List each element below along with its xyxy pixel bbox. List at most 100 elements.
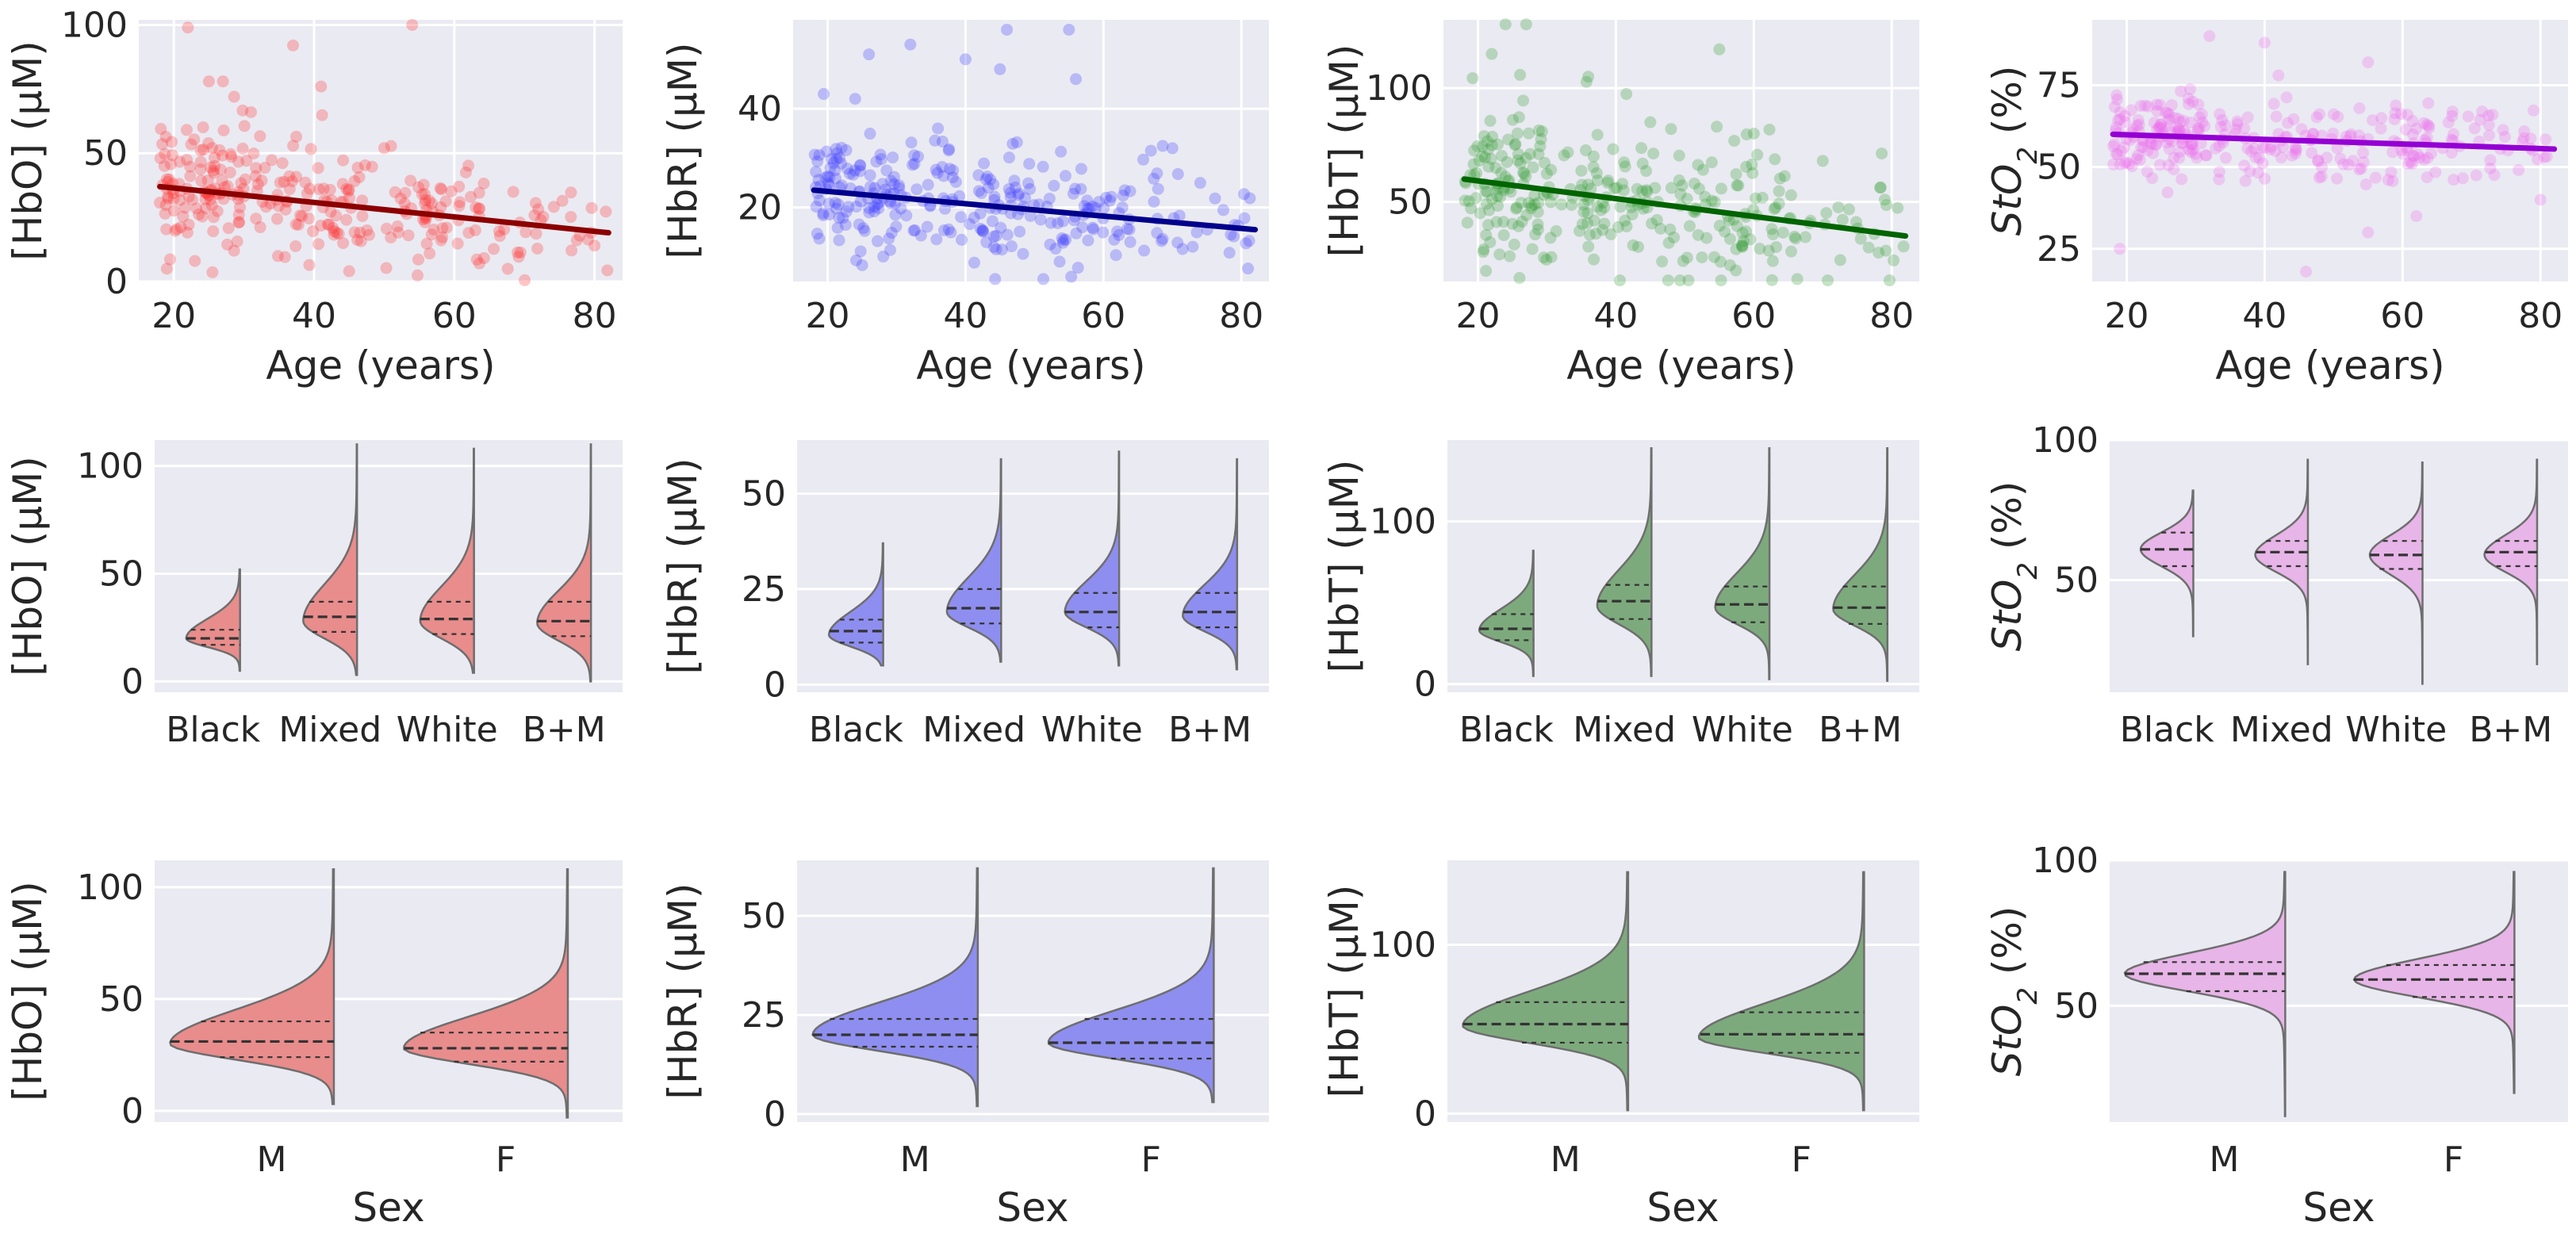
scatter-point [216,174,228,187]
scatter-point [1577,198,1590,211]
scatter-point [519,226,532,239]
scatter-point [1481,186,1493,198]
scatter-point [158,159,171,172]
scatter-point [2152,121,2165,134]
scatter-point [160,262,173,275]
scatter-point [808,148,821,161]
scatter-point [2413,151,2426,164]
scatter-point [1608,182,1621,194]
scatter-point [2133,118,2145,131]
scatter-point [2160,136,2173,149]
scatter-point [2165,99,2178,112]
scatter-point [2446,105,2459,118]
panel-hbr-sex-ylabel: [HbR] (μM) [660,883,706,1100]
panel-hbr-age-ticks: 20 40 20 40 60 80 [738,89,1263,336]
scatter-point [987,178,1000,190]
scatter-point [208,167,220,179]
panel-hbo-age-marks [154,18,614,286]
panel-hbo-ethnicity-bg [155,440,623,692]
scatter-point [1499,18,1512,31]
scatter-point [323,218,335,231]
scatter-point [2476,105,2489,118]
scatter-point [2390,99,2402,112]
scatter-point [1765,274,1778,286]
scatter-point [283,182,296,195]
scatter-point [2184,117,2197,129]
ytick-label: 25 [742,569,786,610]
scatter-point [1532,197,1545,209]
scatter-point [2321,151,2333,164]
scatter-point [2199,149,2212,162]
scatter-point [2146,172,2159,185]
scatter-point [2185,137,2198,150]
scatter-point [854,165,867,178]
scatter-point [362,228,375,241]
scatter-point [501,262,514,275]
scatter-point [943,143,956,155]
scatter-point [1491,138,1504,151]
scatter-point [435,201,447,213]
scatter-point [201,174,214,187]
scatter-point [820,145,833,158]
scatter-point [995,221,1007,234]
scatter-point [160,173,173,186]
category-label: Mixed [2230,710,2333,750]
scatter-point [1699,190,1712,203]
scatter-point [289,239,302,252]
scatter-point [412,181,425,193]
scatter-point [417,178,430,191]
scatter-point [2287,113,2300,125]
scatter-point [1087,223,1100,236]
xtick-label: 60 [1081,296,1125,336]
scatter-point [182,21,194,34]
scatter-point [863,48,876,61]
scatter-point [1534,140,1547,152]
panel-hbo-age-xlabel: Age (years) [266,343,495,389]
scatter-point [1512,147,1524,160]
scatter-point [332,228,345,240]
scatter-point [2312,155,2325,167]
scatter-point [402,229,415,242]
scatter-point [1166,142,1179,155]
scatter-point [2137,141,2149,154]
scatter-point [811,228,823,240]
scatter-point [1604,228,1617,240]
scatter-point [972,185,985,197]
scatter-point [868,182,881,194]
scatter-point [1625,201,1638,213]
scatter-point [830,202,843,215]
scatter-point [427,224,440,236]
violin-body [2123,871,2287,1117]
scatter-point [1654,222,1667,235]
scatter-point [1093,196,1106,209]
panel-hbt-age-grid [1443,20,1919,281]
scatter-point [202,137,215,150]
xtick-label: 40 [292,296,336,336]
scatter-point [837,212,849,224]
scatter-point [2395,144,2408,157]
scatter-point [2259,172,2271,185]
scatter-point [2149,139,2162,151]
scatter-point [1522,197,1535,209]
scatter-point [2110,121,2122,134]
scatter-point [1696,251,1708,264]
scatter-point [2269,144,2282,157]
scatter-point [1113,228,1125,241]
scatter-point [404,174,417,187]
scatter-point [953,190,966,202]
scatter-point [398,197,411,210]
scatter-point [2538,151,2551,163]
scatter-point [1069,182,1082,195]
scatter-point [853,218,865,231]
scatter-point [174,193,186,206]
scatter-point [1854,232,1867,245]
scatter-point [1668,231,1681,243]
scatter-point [1156,232,1169,245]
panel-hbt-age-ticks: 50 100 20 40 60 80 [1366,68,1914,336]
scatter-point [419,216,431,228]
scatter-point [1673,149,1685,162]
panel-sto2-age-ylabel: StO2 (%) [1984,66,2044,236]
scatter-point [1474,207,1486,220]
scatter-point [2244,165,2256,178]
